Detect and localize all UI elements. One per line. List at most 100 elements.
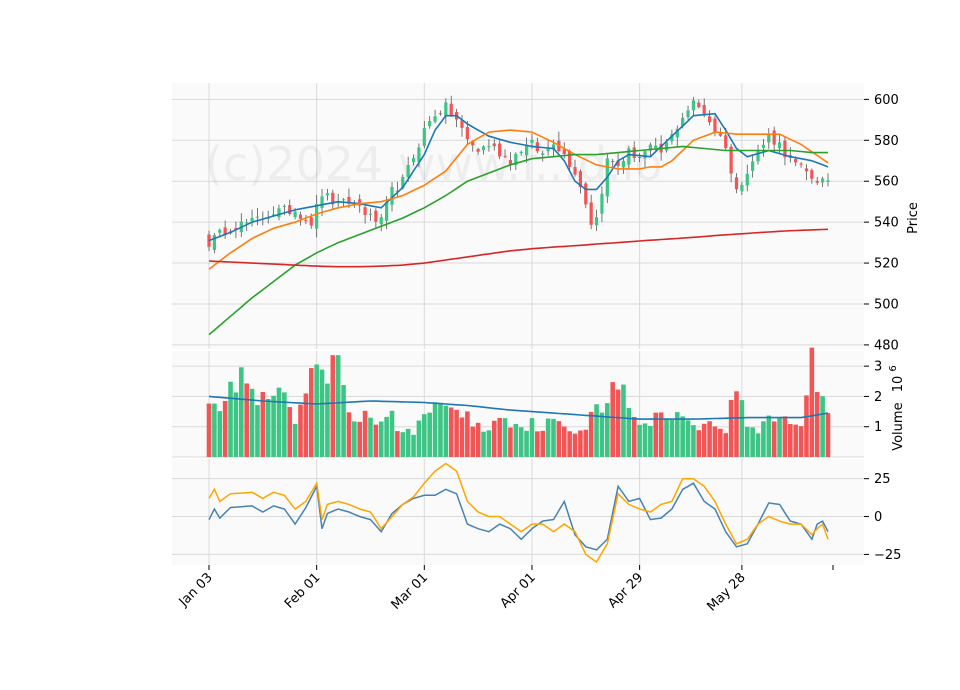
candle-down bbox=[799, 163, 803, 165]
volume-tick-label: 2 bbox=[874, 390, 882, 405]
candle-down bbox=[304, 220, 308, 222]
candle-down bbox=[707, 116, 712, 123]
candle-up bbox=[218, 229, 222, 233]
volume-bar bbox=[206, 403, 212, 457]
volume-axis-scale: 10 bbox=[891, 376, 906, 393]
candle-up bbox=[433, 116, 437, 122]
candle-down bbox=[476, 148, 480, 152]
volume-bar bbox=[502, 418, 508, 457]
price-tick-label: 600 bbox=[874, 93, 899, 108]
candle-up bbox=[519, 151, 523, 154]
x-axis: Jan 03 Feb 01 Mar 01 Apr 01 Apr 29 May 28 bbox=[176, 565, 834, 614]
candle-up bbox=[686, 110, 690, 118]
candle-up bbox=[368, 213, 373, 215]
volume-bar bbox=[524, 430, 529, 457]
candle-up bbox=[379, 217, 383, 225]
volume-bar bbox=[276, 387, 282, 457]
volume-bar bbox=[631, 416, 637, 457]
volume-bar bbox=[233, 392, 239, 457]
candle-down bbox=[729, 146, 733, 174]
volume-bar bbox=[438, 404, 443, 457]
volume-bar bbox=[567, 431, 572, 457]
candle-down bbox=[347, 196, 351, 204]
ma_long-line bbox=[208, 228, 829, 268]
candle-down bbox=[584, 183, 588, 205]
volume-bar bbox=[793, 424, 798, 457]
volume-bar bbox=[314, 364, 319, 457]
volume-bar bbox=[508, 427, 513, 457]
price-tick-label: 520 bbox=[874, 257, 899, 272]
volume-bar bbox=[766, 415, 772, 457]
candle-down bbox=[724, 135, 728, 149]
candle-down bbox=[395, 190, 400, 192]
volume-bar bbox=[798, 426, 804, 457]
candle-up bbox=[428, 121, 432, 127]
watermark: (c)2024 www.f...d.io bbox=[205, 137, 663, 191]
candle-down bbox=[783, 140, 787, 158]
volume-bar bbox=[771, 421, 777, 457]
volume-bar bbox=[583, 429, 589, 457]
volume-bar bbox=[282, 392, 287, 457]
volume-bar bbox=[292, 423, 298, 457]
volume-bar bbox=[362, 410, 368, 457]
volume-bar bbox=[594, 404, 599, 457]
volume-axis-exponent: 6 bbox=[888, 365, 899, 371]
candle-down bbox=[810, 170, 814, 179]
volume-bar bbox=[319, 369, 325, 457]
candle-up bbox=[277, 208, 281, 218]
x-tick-label: Apr 01 bbox=[498, 570, 539, 611]
volume-bar bbox=[443, 405, 449, 457]
volume-axis-word: Volume bbox=[891, 402, 906, 450]
price-tick-label: 480 bbox=[874, 338, 899, 353]
volume-bar bbox=[814, 392, 820, 457]
volume-bar bbox=[298, 404, 303, 457]
volume-bar bbox=[696, 430, 702, 457]
candle-down bbox=[697, 102, 701, 108]
volume-bar bbox=[265, 399, 271, 457]
oscillator-panel-background bbox=[172, 459, 864, 565]
volume-tick-label: 1 bbox=[874, 420, 882, 435]
candle-up bbox=[745, 173, 749, 186]
volume-bar bbox=[325, 383, 330, 457]
candle-down bbox=[632, 147, 636, 158]
candle-down bbox=[794, 159, 798, 163]
candle-down bbox=[562, 149, 566, 155]
volume-bar bbox=[825, 413, 831, 457]
candle-up bbox=[777, 142, 782, 149]
candle-up bbox=[643, 151, 647, 159]
candle-up bbox=[524, 144, 529, 156]
candle-down bbox=[578, 171, 583, 188]
candle-down bbox=[438, 113, 443, 115]
candle-up bbox=[551, 144, 556, 150]
candle-down bbox=[298, 214, 303, 219]
oscillator-tick-label: −25 bbox=[874, 548, 901, 563]
volume-bar bbox=[685, 420, 691, 457]
volume-bar bbox=[712, 426, 718, 457]
volume-ma-line bbox=[208, 395, 829, 420]
volume-bar bbox=[734, 391, 739, 457]
candle-down bbox=[734, 177, 739, 190]
volume-bar bbox=[561, 426, 567, 457]
volume-bars bbox=[206, 347, 831, 457]
x-tick-label: Apr 29 bbox=[605, 570, 646, 611]
candle-up bbox=[325, 193, 330, 196]
candle-up bbox=[670, 134, 674, 142]
oscillator-tick-label: 25 bbox=[874, 472, 891, 487]
candle-down bbox=[465, 127, 469, 140]
candle-down bbox=[573, 167, 577, 175]
candle-up bbox=[411, 158, 416, 163]
volume-bar bbox=[809, 347, 815, 457]
volume-bar bbox=[782, 416, 788, 457]
candle-down bbox=[815, 180, 819, 183]
candle-up bbox=[594, 217, 599, 226]
price-y-axis: 480 500 520 540 560 580 600 bbox=[864, 93, 899, 353]
candle-up bbox=[341, 199, 346, 201]
volume-bar bbox=[373, 424, 379, 457]
candle-up bbox=[481, 146, 486, 151]
candle-up bbox=[675, 128, 679, 138]
candle-up bbox=[546, 147, 550, 152]
volume-bar bbox=[718, 428, 723, 457]
volume-bar bbox=[427, 412, 432, 457]
volume-bar bbox=[432, 402, 438, 457]
